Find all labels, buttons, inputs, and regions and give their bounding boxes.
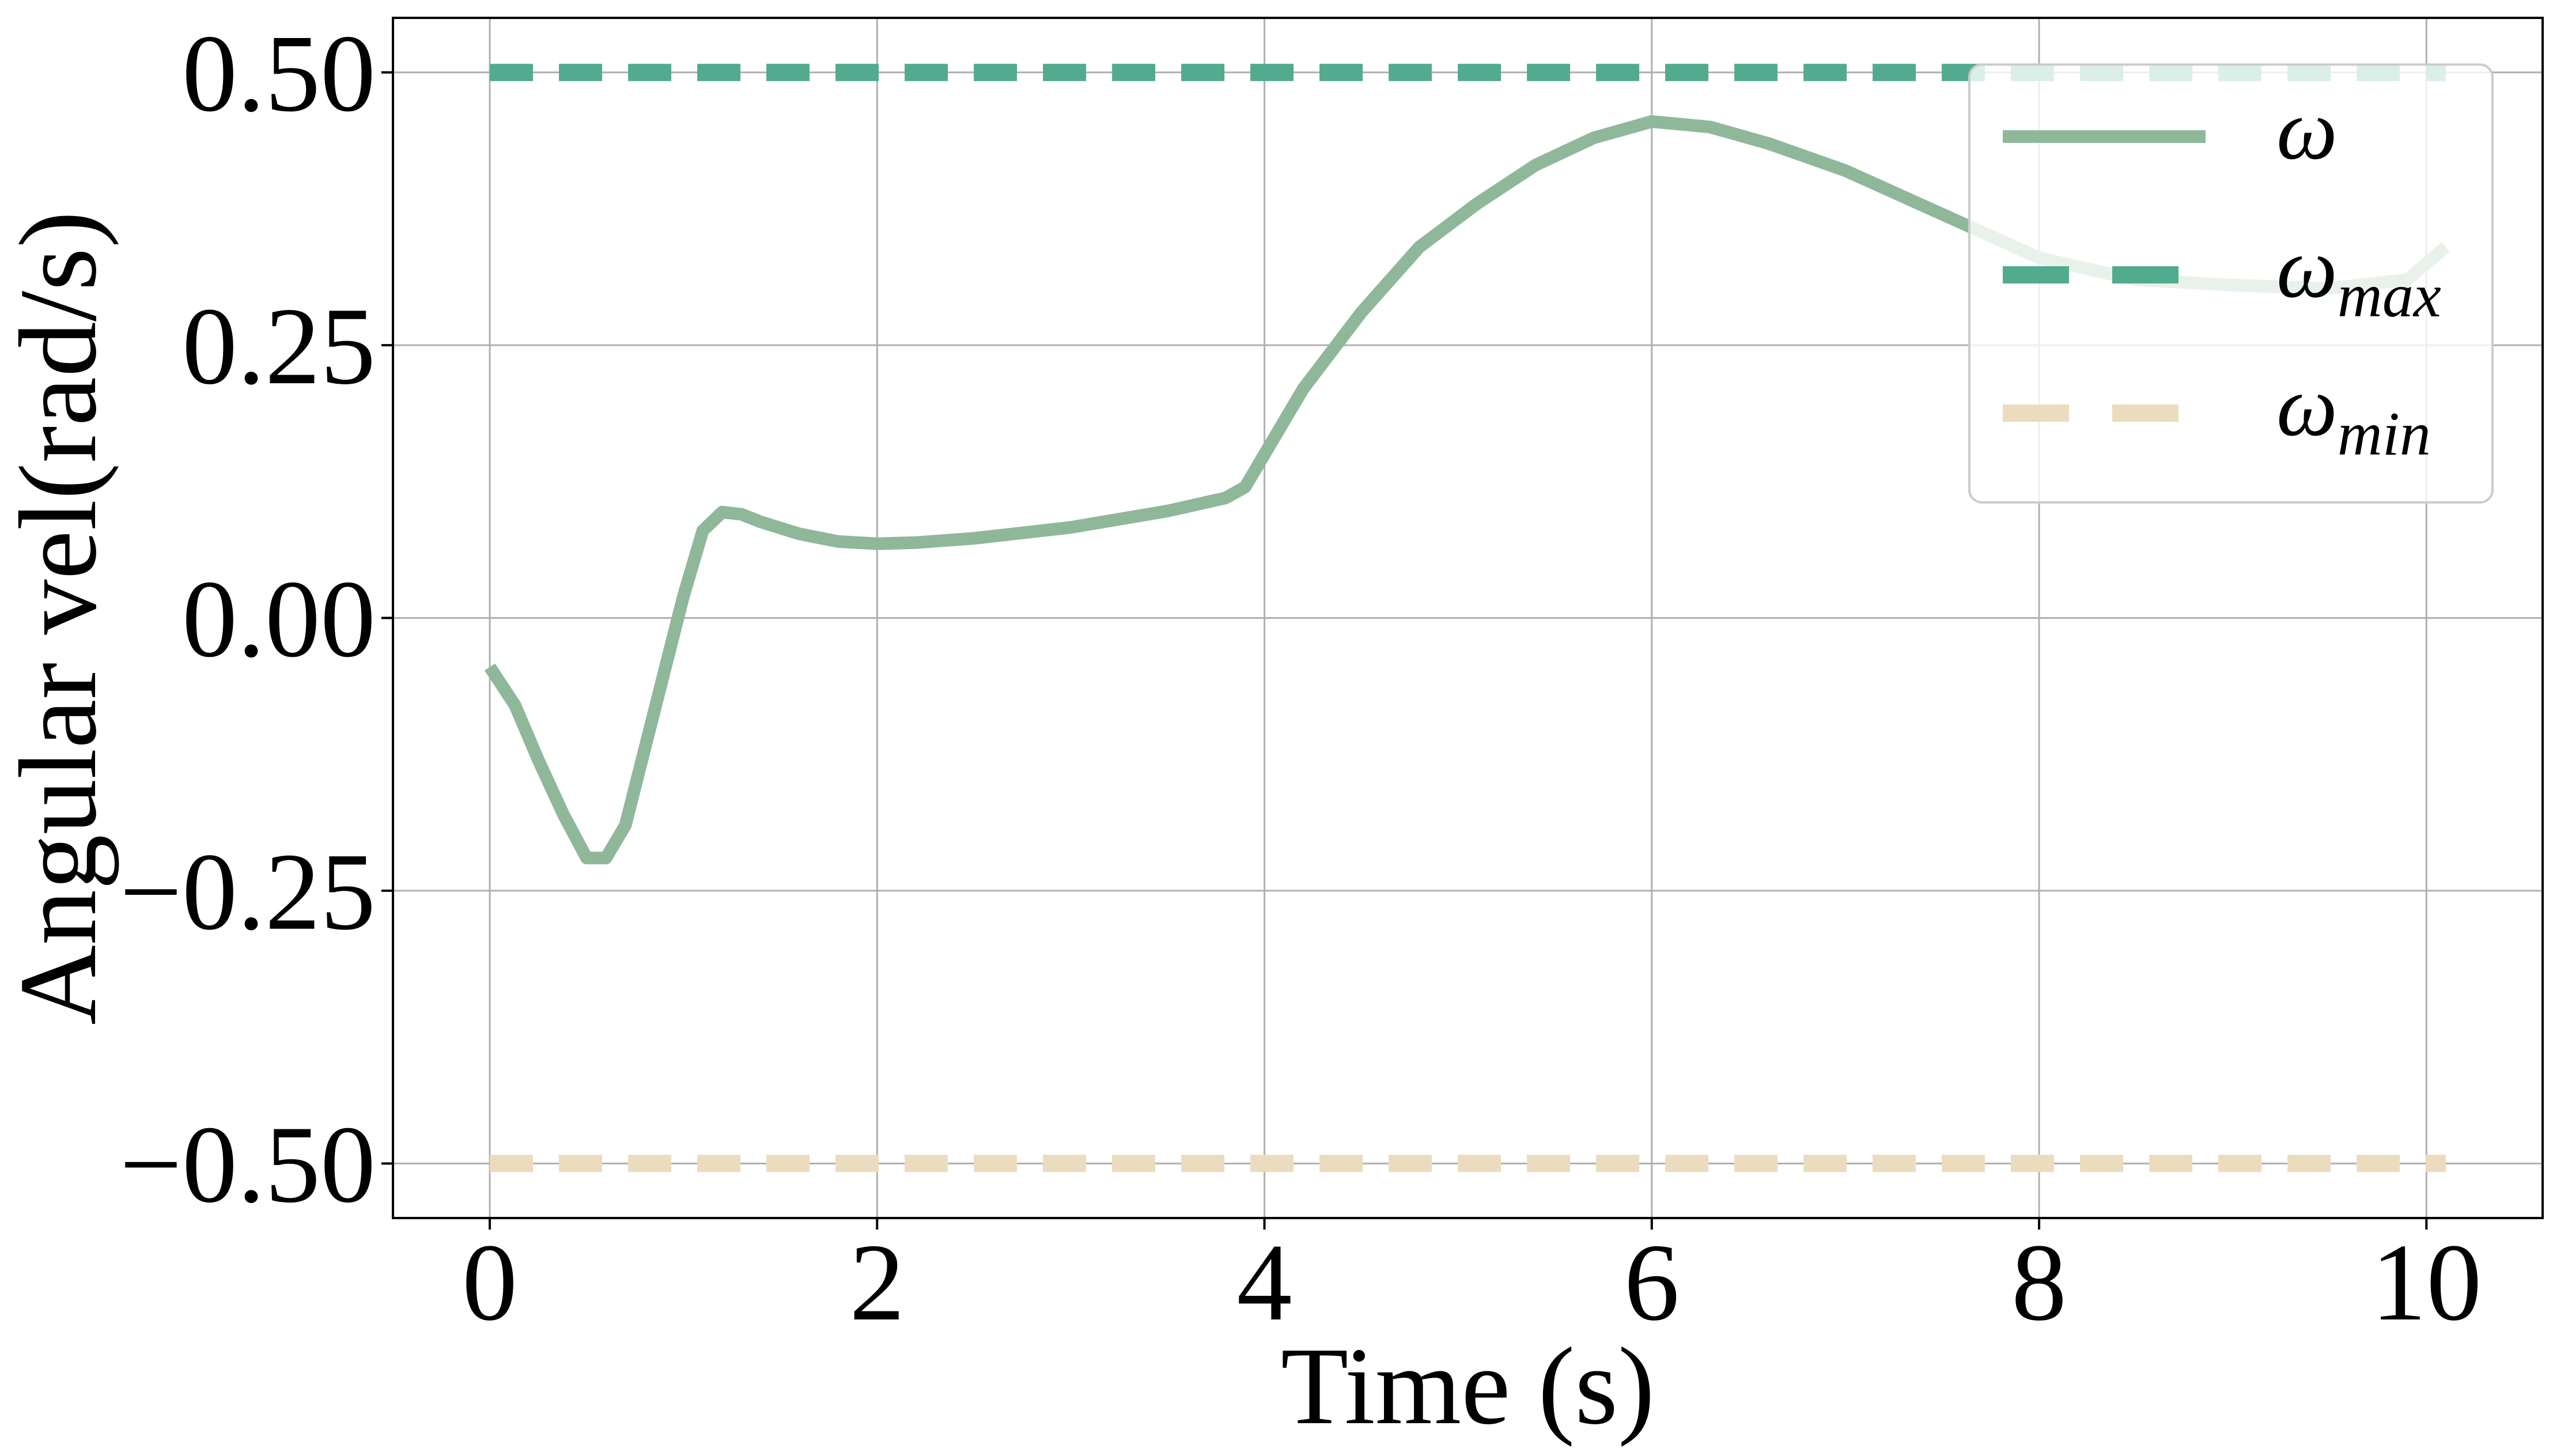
series-line-1 — [484, 115, 2450, 865]
ticks: 0 2 4 6 8 10 −0.50 −0.25 0.00 0.25 0.50 — [120, 12, 2482, 1344]
y-tick-label: −0.50 — [120, 1103, 376, 1226]
x-tick-label: 6 — [1624, 1221, 1680, 1344]
x-tick-label: 4 — [1237, 1221, 1292, 1344]
x-tick-label: 10 — [2371, 1221, 2482, 1344]
x-tick-label: 2 — [849, 1221, 905, 1344]
legend-label: ωmax — [2276, 220, 2441, 330]
legend-label: ωmin — [2276, 358, 2431, 468]
y-tick-label: 0.25 — [182, 285, 376, 407]
y-tick-label: 0.00 — [182, 558, 376, 680]
x-axis-label: Time (s) — [1281, 1325, 1655, 1447]
legend-box — [1968, 63, 2494, 504]
legend: ω ωmax ωmin — [1968, 63, 2494, 504]
legend-label: ω — [2276, 82, 2338, 177]
x-tick-label: 0 — [462, 1221, 517, 1344]
y-tick-label: −0.25 — [120, 830, 376, 953]
x-tick-label: 8 — [2011, 1221, 2067, 1344]
y-tick-label: 0.50 — [182, 12, 376, 135]
y-axis-label: Angular vel(rad/s) — [0, 211, 119, 1025]
